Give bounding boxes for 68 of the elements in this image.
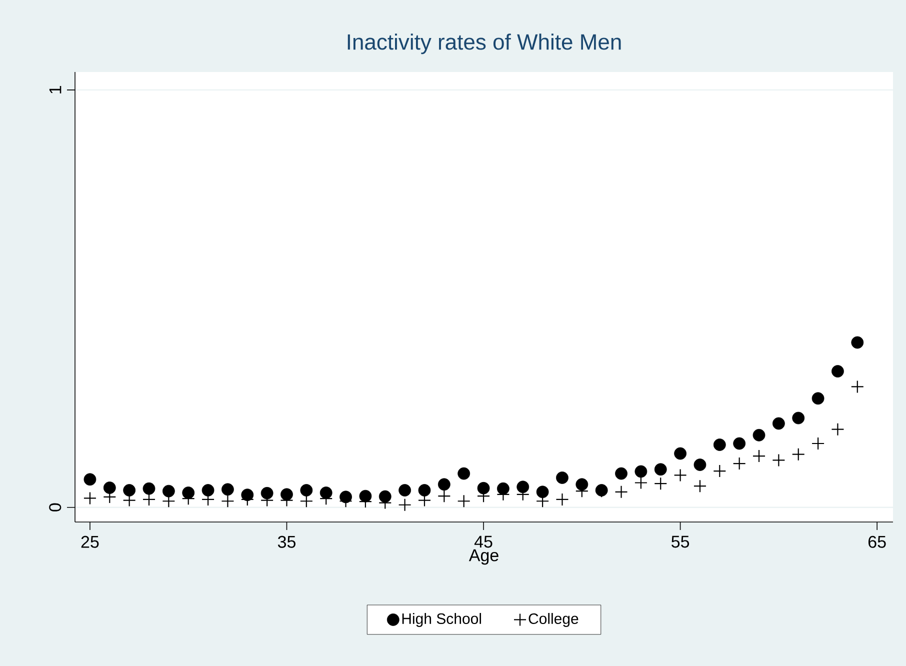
point — [260, 486, 274, 500]
point — [654, 477, 668, 490]
point — [732, 456, 746, 470]
point — [162, 484, 175, 498]
point — [398, 484, 412, 496]
point — [693, 480, 707, 493]
point — [713, 464, 726, 478]
point — [674, 447, 686, 460]
point — [576, 478, 588, 491]
point — [752, 449, 766, 463]
point — [694, 458, 706, 471]
point — [458, 467, 470, 480]
point — [398, 498, 412, 512]
x-tick-label: 25 — [81, 536, 99, 548]
x-axis-title: Age — [468, 549, 498, 565]
point — [536, 486, 549, 498]
point — [359, 490, 372, 502]
point — [438, 478, 450, 491]
x-tick-label: 65 — [868, 536, 886, 548]
point — [615, 467, 628, 480]
point — [850, 380, 864, 394]
point — [811, 436, 825, 450]
y-tick-label: 0 — [49, 503, 62, 512]
point — [772, 417, 785, 430]
y-tick-label: 1 — [49, 86, 62, 94]
x-tick-label: 45 — [474, 536, 492, 548]
point — [320, 486, 332, 499]
point — [84, 473, 96, 486]
point — [83, 492, 97, 505]
point — [832, 365, 844, 378]
point — [831, 422, 844, 436]
point — [772, 454, 786, 467]
point — [556, 472, 568, 484]
point — [713, 438, 726, 451]
x-tick-label: 55 — [672, 536, 690, 548]
chart-title: Inactivity rates of White Men — [348, 34, 621, 54]
point — [752, 428, 766, 442]
point — [674, 468, 687, 482]
point — [634, 476, 648, 490]
legend-label: High School — [402, 612, 481, 627]
point — [438, 490, 451, 503]
point — [142, 482, 156, 495]
point — [182, 486, 195, 499]
point — [614, 485, 628, 498]
point — [634, 465, 648, 478]
point — [477, 482, 490, 494]
point — [221, 494, 234, 508]
point — [792, 448, 805, 461]
point — [733, 437, 746, 450]
point — [142, 492, 156, 506]
point — [202, 484, 214, 496]
point — [516, 480, 530, 494]
point — [418, 484, 431, 496]
point — [654, 463, 667, 476]
point — [103, 482, 116, 494]
point — [300, 494, 313, 508]
point — [378, 490, 392, 503]
point — [792, 412, 805, 424]
point — [457, 494, 470, 508]
point — [812, 392, 824, 405]
point — [556, 492, 569, 506]
point — [123, 484, 136, 496]
point — [300, 484, 313, 496]
point — [222, 483, 234, 496]
point — [851, 336, 864, 349]
point — [496, 482, 510, 495]
x-tick-label: 35 — [278, 536, 296, 548]
legend-label: College — [528, 612, 578, 627]
